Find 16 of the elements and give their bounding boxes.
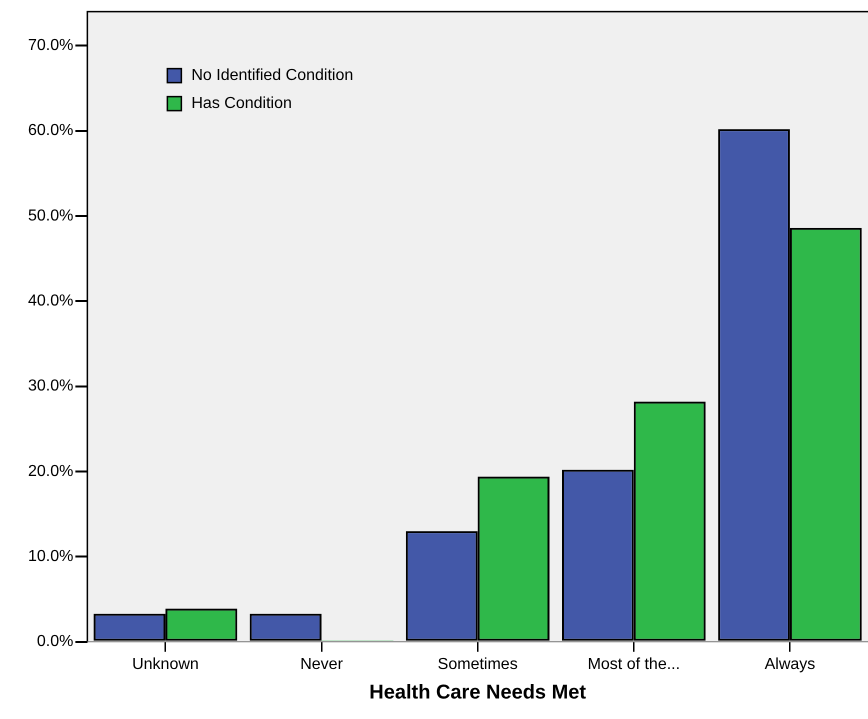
x-axis-title: Health Care Needs Met bbox=[369, 682, 586, 704]
x-tick-label: Never bbox=[300, 656, 344, 673]
x-tick-label: Most of the... bbox=[588, 656, 680, 673]
y-tick-label: 70.0% bbox=[28, 37, 74, 54]
y-tick-label: 0.0% bbox=[36, 633, 74, 650]
y-tick-label: 20.0% bbox=[28, 462, 74, 480]
y-tick-label: 50.0% bbox=[28, 207, 74, 224]
x-tick-label: Always bbox=[764, 656, 816, 673]
legend-label: No Identified Condition bbox=[191, 67, 354, 84]
y-tick-label: 40.0% bbox=[28, 292, 74, 310]
legend-label: Has Condition bbox=[191, 95, 292, 112]
y-tick-label: 30.0% bbox=[28, 378, 74, 395]
x-tick-label: Unknown bbox=[132, 656, 199, 673]
y-tick-label: 60.0% bbox=[28, 122, 74, 140]
y-tick-label: 10.0% bbox=[28, 548, 74, 566]
x-tick-label: Sometimes bbox=[438, 656, 518, 673]
